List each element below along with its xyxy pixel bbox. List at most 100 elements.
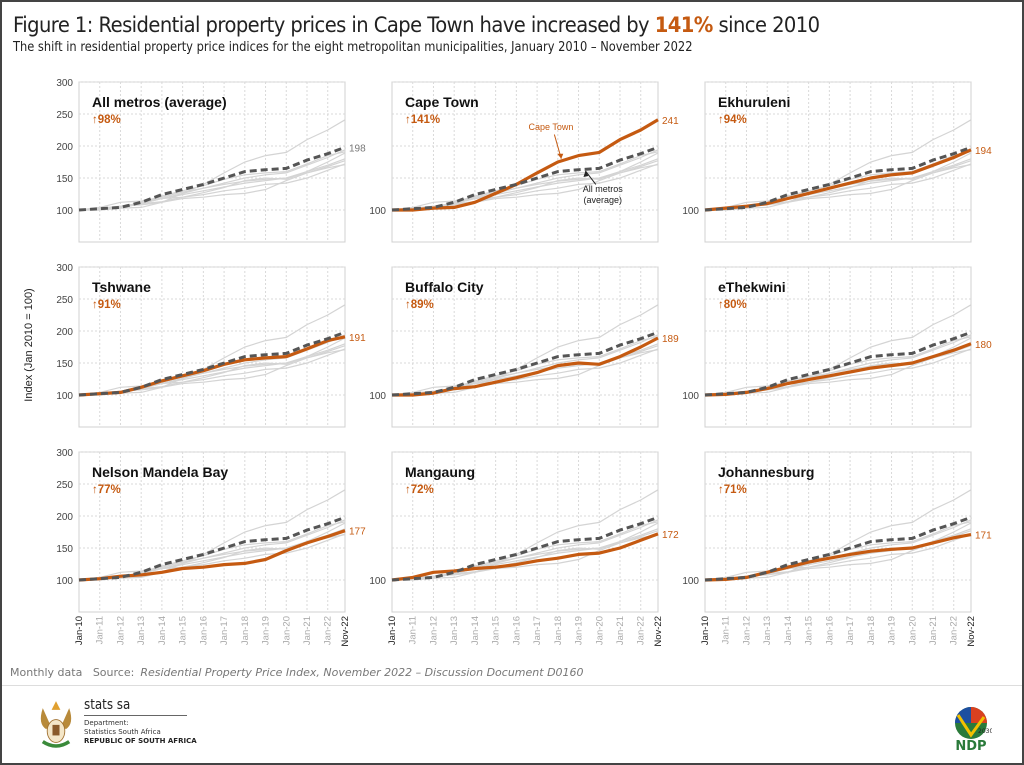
panel-title: Mangaung xyxy=(405,464,475,480)
plot-area xyxy=(704,81,972,243)
annotation-all-metros: (average) xyxy=(583,195,622,205)
end-value-label: 177 xyxy=(349,527,366,538)
panel-title: Tshwane xyxy=(92,279,151,295)
x-tick-label: Jan-18 xyxy=(866,616,877,645)
x-tick-label: Jan-10 xyxy=(700,616,711,645)
brand-name: stats sa xyxy=(84,697,131,713)
x-tick-label: Jan-21 xyxy=(302,616,313,645)
average-series-line xyxy=(704,145,972,212)
series-line-mangaung xyxy=(704,163,972,211)
plot-area xyxy=(391,451,659,613)
x-tick-label: Jan-10 xyxy=(74,616,85,645)
panel-change-label: ↑80% xyxy=(718,299,747,311)
y-axis-label: Index (Jan 2010 = 100) xyxy=(23,288,35,401)
x-tick-label: Jan-15 xyxy=(804,616,815,645)
panel-title: Cape Town xyxy=(405,94,479,110)
panel-title: Johannesburg xyxy=(718,464,814,480)
series-line-mangaung xyxy=(704,533,972,581)
end-value-label: 191 xyxy=(349,333,366,344)
title-text: Figure 1: Residential property prices in… xyxy=(13,13,655,37)
x-tick-label: Jan-20 xyxy=(594,616,605,645)
x-tick-label: Jan-13 xyxy=(762,616,773,645)
x-tick-label: Jan-14 xyxy=(157,616,168,645)
panel-change-label: ↑77% xyxy=(92,484,121,496)
y-tick-label: 100 xyxy=(682,391,699,402)
x-tick-label: Jan-22 xyxy=(636,616,647,645)
series-line-mangaung xyxy=(391,163,659,211)
panel-ekhuruleni: 100 194 Ekhuruleni ↑94% xyxy=(682,81,992,243)
x-tick-label: Jan-20 xyxy=(281,616,292,645)
y-tick-label: 100 xyxy=(56,576,73,587)
panel-title: Buffalo City xyxy=(405,279,484,295)
y-tick-label: 150 xyxy=(56,174,73,185)
series-line-mangaung xyxy=(78,163,346,211)
x-tick-label: Jan-22 xyxy=(323,616,334,645)
series-line-mangaung xyxy=(78,348,346,396)
y-tick-label: 100 xyxy=(369,576,386,587)
x-tick-label: Jan-16 xyxy=(511,616,522,645)
average-series-line xyxy=(704,330,972,397)
coat-of-arms-logo xyxy=(40,701,72,748)
annotation-all-metros: All metros xyxy=(583,184,624,194)
y-tick-label: 100 xyxy=(369,391,386,402)
x-tick-label: Jan-15 xyxy=(491,616,502,645)
y-tick-label: 300 xyxy=(56,78,73,89)
y-tick-label: 200 xyxy=(56,512,73,523)
series-line-mangaung xyxy=(78,533,346,581)
figure-subtitle: The shift in residential property price … xyxy=(13,40,693,55)
panel-title: Nelson Mandela Bay xyxy=(92,464,228,480)
plot-area xyxy=(391,81,659,243)
annotation-arrow xyxy=(585,170,597,185)
panel-cape-town: 100 241 Cape Town ↑141% Cape Town All metros(… xyxy=(369,81,679,243)
annotation-cape-town: Cape Town xyxy=(528,122,573,132)
average-series-line xyxy=(78,145,346,212)
panel-title: Ekhuruleni xyxy=(718,94,790,110)
plot-area xyxy=(704,266,972,428)
x-tick-label: Jan-10 xyxy=(387,616,398,645)
footnote: Monthly data Source: Residential Property… xyxy=(10,666,584,679)
series-line-mangaung xyxy=(704,348,972,396)
title-suffix: since 2010 xyxy=(712,13,820,37)
x-tick-label: Jan-17 xyxy=(845,616,856,645)
panel-johannesburg: 100 171 Johannesburg ↑71% Jan-10 Jan-11 Jan-12… xyxy=(682,451,992,647)
panel-change-label: ↑71% xyxy=(718,484,747,496)
x-tick-label: Jan-14 xyxy=(470,616,481,645)
average-series-line xyxy=(391,330,659,397)
arrow-head-icon xyxy=(583,170,589,177)
footer-divider xyxy=(2,685,1022,686)
end-value-label: 172 xyxy=(662,530,679,541)
panel-change-label: ↑98% xyxy=(92,114,121,126)
average-series-line xyxy=(704,515,972,582)
brand-rule xyxy=(84,715,187,716)
source-text: Residential Property Price Index, Novemb… xyxy=(140,666,584,679)
y-tick-label: 200 xyxy=(56,142,73,153)
end-value-label: 241 xyxy=(662,116,679,127)
x-tick-label: Jan-20 xyxy=(907,616,918,645)
panel-all-metros-average-: 300 250 200 150 100 198 All metros (average) ↑9… xyxy=(56,78,366,243)
arrow-head-icon xyxy=(557,153,564,159)
panel-change-label: ↑72% xyxy=(405,484,434,496)
y-tick-label: 150 xyxy=(56,359,73,370)
average-series-line xyxy=(78,330,346,397)
panel-change-label: ↑89% xyxy=(405,299,434,311)
average-series-line xyxy=(78,515,346,582)
series-line-mangaung xyxy=(391,348,659,396)
panel-title: eThekwini xyxy=(718,279,786,295)
y-tick-label: 150 xyxy=(56,544,73,555)
x-tick-label: Jan-19 xyxy=(574,616,585,645)
x-tick-label: Nov-22 xyxy=(653,616,664,647)
plot-area xyxy=(391,266,659,428)
panel-nelson-mandela-bay: 300 250 200 150 100 177 Nelson Mandela Bay ↑77%… xyxy=(56,448,366,647)
y-tick-label: 300 xyxy=(56,263,73,274)
x-tick-label: Jan-18 xyxy=(553,616,564,645)
panel-tshwane: 300 250 200 150 100 191 Tshwane ↑91% xyxy=(56,263,366,428)
x-tick-label: Jan-13 xyxy=(136,616,147,645)
highlight-series-line xyxy=(391,532,659,582)
end-value-label: 171 xyxy=(975,531,992,542)
y-tick-label: 250 xyxy=(56,110,73,121)
brand-dept-name: Statistics South Africa xyxy=(84,728,161,736)
x-tick-label: Jan-11 xyxy=(721,616,732,644)
average-series-line xyxy=(391,515,659,582)
x-tick-label: Jan-18 xyxy=(240,616,251,645)
figure-title: Figure 1: Residential property prices in… xyxy=(13,13,820,37)
